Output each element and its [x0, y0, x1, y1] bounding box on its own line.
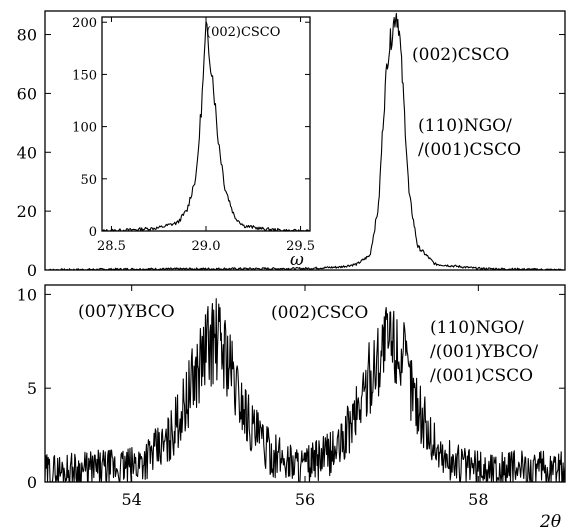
bottom-annotation-ngo: (110)NGO/ [430, 318, 524, 338]
top-y-tick-label: 40 [17, 143, 37, 162]
bottom-annotation-ybco-2: /(001)YBCO/ [430, 342, 538, 362]
bottom-annotation-csco: (002)CSCO [271, 303, 368, 323]
top-annotation-ngo: (110)NGO/ [418, 116, 512, 136]
inset-y-ticks: 0 50 100 150 200 [72, 16, 310, 240]
inset-series-line [101, 20, 310, 232]
top-y-tick-label: 80 [17, 26, 37, 45]
top-panel-frame [44, 10, 566, 271]
inset-panel: 0 50 100 150 200 28.5 29.0 29.5 (002)CSCO ω [72, 16, 315, 270]
inset-x-axis-label: ω [290, 250, 304, 270]
bottom-series-line [44, 298, 566, 483]
top-series-line [44, 12, 565, 271]
top-annotation-csco-2: /(001)CSCO [418, 140, 521, 160]
bottom-y-ticks: 0 5 10 [17, 285, 565, 492]
bottom-y-tick-label: 10 [17, 285, 37, 304]
inset-x-tick-label: 29.0 [192, 239, 221, 254]
inset-x-tick-label: 28.5 [97, 239, 126, 254]
bottom-annotation-csco-2: /(001)CSCO [430, 366, 533, 386]
inset-y-tick-label: 0 [89, 225, 97, 240]
inset-y-tick-label: 50 [80, 173, 97, 188]
bottom-x-tick-label: 56 [295, 490, 315, 509]
inset-x-tick-label: 29.5 [286, 239, 315, 254]
inset-background [102, 17, 310, 231]
bottom-x-axis-label: 2θ [539, 512, 561, 529]
inset-y-tick-label: 100 [72, 121, 97, 136]
top-panel: 0 20 40 60 80 (002)CSCO (110)NGO/ /(001)CSCO [17, 10, 566, 280]
bottom-x-tick-label: 58 [468, 490, 488, 509]
bottom-y-tick-label: 5 [27, 379, 37, 398]
inset-x-ticks: 28.5 29.0 29.5 [97, 17, 315, 254]
bottom-panel: 0 5 10 54 56 58 (007)YBCO (002)CSCO (110)NGO… [17, 284, 566, 529]
top-annotation-csco: (002)CSCO [412, 45, 509, 65]
bottom-y-tick-label: 0 [27, 473, 37, 492]
inset-y-tick-label: 200 [72, 16, 97, 31]
top-y-tick-label: 20 [17, 202, 37, 221]
bottom-annotation-ybco: (007)YBCO [78, 302, 175, 322]
top-y-ticks: 0 20 40 60 80 [17, 26, 565, 280]
inset-annotation-csco: (002)CSCO [206, 25, 280, 40]
inset-y-tick-label: 150 [72, 68, 97, 83]
bottom-x-ticks: 54 56 58 [121, 285, 489, 509]
top-y-tick-label: 60 [17, 84, 37, 103]
bottom-x-tick-label: 54 [121, 490, 141, 509]
top-y-tick-label: 0 [27, 261, 37, 280]
